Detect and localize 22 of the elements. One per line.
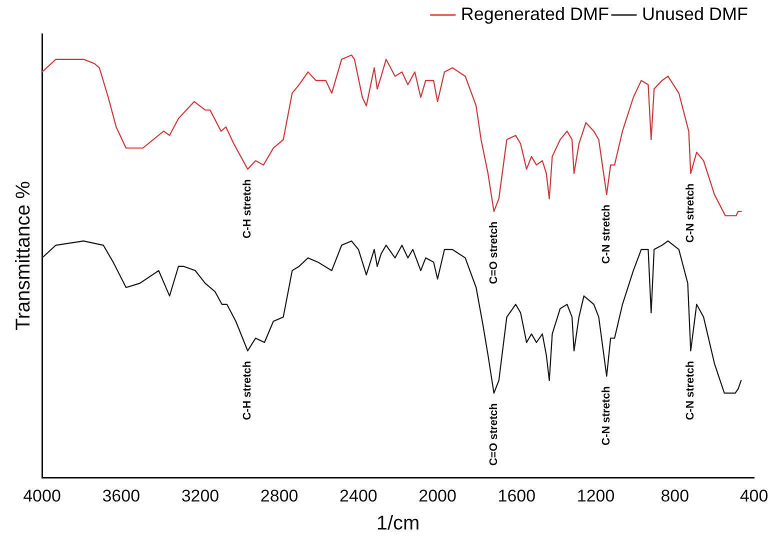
x-tick-label: 2800 [260,486,298,506]
x-tick-label: 3600 [102,486,140,506]
x-tick-label: 800 [660,486,690,506]
x-tick-label: 1600 [498,486,536,506]
x-tick-label: 2400 [340,486,378,506]
x-tick-label: 400 [740,486,768,506]
annotation: C-N stretch [600,386,613,446]
x-axis-title: 1/cm [376,512,420,535]
annotation: C-N stretch [684,183,697,243]
annotation: C-H stretch [242,360,254,420]
legend-label: Unused DMF [642,4,748,24]
legend-label: Regenerated DMF [460,4,609,24]
annotation: C-H stretch [242,178,254,238]
y-axis-title: Transmittance % [12,180,35,330]
annotation: C=O stretch [488,221,500,284]
x-tick-label: 3200 [181,486,220,506]
annotation: C=O stretch [488,402,500,466]
annotation: C-N stretch [684,360,697,420]
x-tick-label: 4000 [23,486,61,506]
annotation: C-N stretch [600,204,613,264]
x-tick-label: 1200 [576,486,615,506]
x-tick-label: 2000 [418,486,456,506]
